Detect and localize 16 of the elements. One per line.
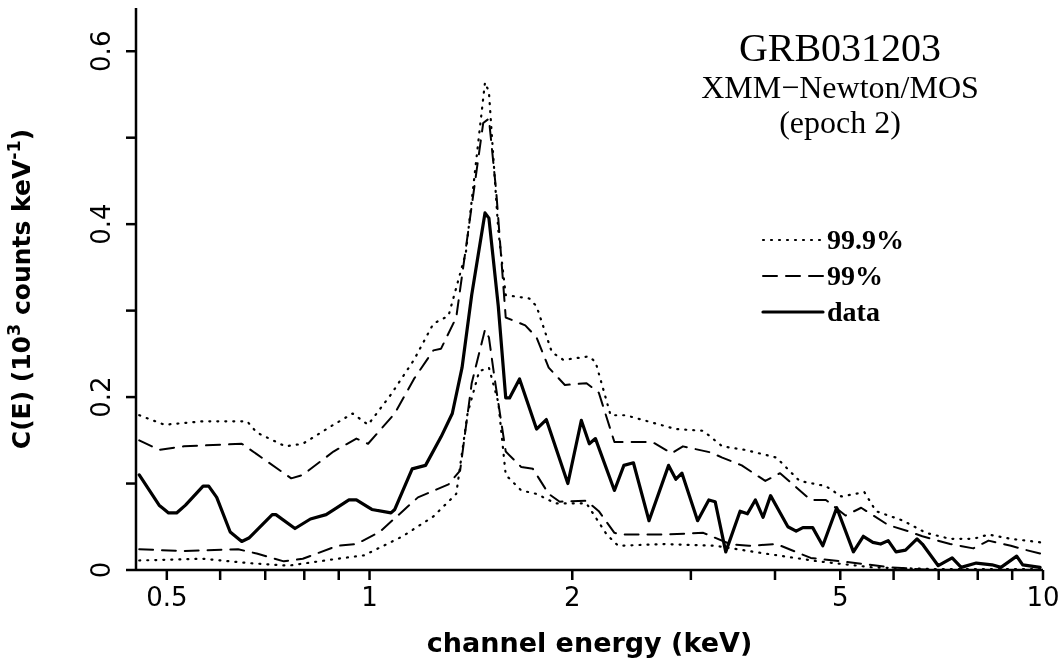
legend-label: data [827,296,880,328]
x-tick-label: 2 [564,582,581,613]
y-tick-label: 0.2 [86,376,116,418]
y-tick-label: 0 [86,561,116,579]
x-tick-label: 10 [1026,582,1060,613]
legend-label: 99.9% [827,224,904,256]
x-axis-title: channel energy (keV) [426,627,753,658]
y-tick-label: 0.6 [86,30,116,72]
legend-label: 99% [827,260,883,292]
annotation: (epoch 2) [778,104,902,140]
y-tick-label: 0.4 [86,203,116,245]
chart-title: GRB031203 [737,25,943,70]
x-tick-label: 1 [361,582,378,613]
text: XMM−Newton/MOS [700,69,980,105]
x-tick-label: 5 [832,582,849,613]
x-tick-label: 0.5 [146,582,188,613]
